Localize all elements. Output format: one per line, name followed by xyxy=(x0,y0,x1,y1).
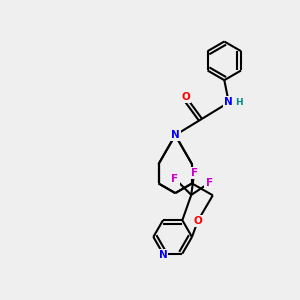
Text: N: N xyxy=(224,98,233,107)
Text: H: H xyxy=(236,98,243,107)
Text: F: F xyxy=(171,174,178,184)
Text: N: N xyxy=(159,250,167,260)
Text: F: F xyxy=(191,168,198,178)
Text: O: O xyxy=(181,92,190,101)
Text: F: F xyxy=(206,178,213,188)
Text: O: O xyxy=(194,216,202,226)
Text: N: N xyxy=(171,130,180,140)
